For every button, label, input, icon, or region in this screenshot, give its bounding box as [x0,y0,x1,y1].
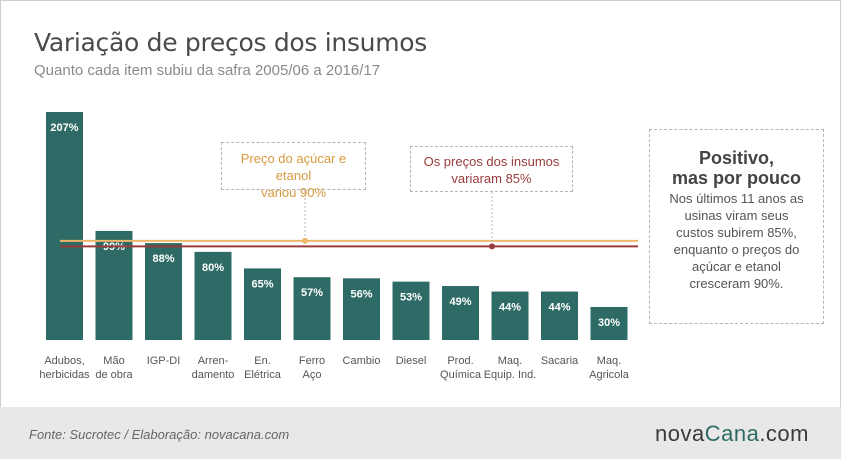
category-label-3-0: Arren- [198,355,229,367]
bar-value-label-7: 53% [400,292,422,304]
category-label-11-0: Maq. [597,355,621,367]
bar-7 [392,281,430,340]
bar-value-label-4: 65% [251,278,273,290]
side-heading-line-1: Positivo, [698,148,774,168]
category-label-5-1: Aço [303,369,322,381]
bar-value-label-11: 30% [598,317,620,329]
chart-subtitle: Quanto cada item subiu da safra 2005/06 … [34,62,381,79]
bar-1 [95,230,133,340]
category-label-4-0: En. [254,355,271,367]
side-body-line-3: custos subirem 85%, [676,225,797,240]
inputs-callout: Os preços dos insumos variaram 85% [410,146,573,192]
category-label-8-0: Prod. [447,355,473,367]
category-label-0-1: herbicidas [39,369,90,381]
reference-marker-1 [489,243,495,250]
novacana-logo: novaCana.com [655,421,809,447]
category-label-11-1: Agricola [589,369,630,381]
inputs-callout-line-2: variaram 85% [451,171,532,186]
bar-8 [442,286,479,340]
inputs-callout-line-1: Os preços dos insumos [423,154,560,169]
bar-value-label-9: 44% [499,302,521,314]
category-label-4-1: Elétrica [244,369,282,381]
side-body-line-1: Nos últimos 11 anos as [669,191,804,206]
footer-bar: Fonte: Sucrotec / Elaboração: novacana.c… [0,407,841,459]
side-body-line-2: usinas viram seus [684,208,789,223]
bar-11 [590,306,628,340]
side-note-body: Nos últimos 11 anos as usinas viram seus… [650,190,823,292]
category-label-7-0: Diesel [396,355,427,367]
category-label-10-0: Sacaria [541,355,579,367]
category-label-8-1: Química [440,369,482,381]
category-label-9-1: Equip. Ind. [484,369,537,381]
chart-title: Variação de preços dos insumos [34,28,427,57]
bar-value-label-3: 80% [202,262,224,274]
sugar-ethanol-callout: Preço do açúcar e etanol variou 90% [221,142,366,200]
bar-value-label-6: 56% [350,288,372,300]
bar-0 [46,112,83,340]
side-body-line-4: enquanto o preços do [673,242,800,257]
bar-2 [145,243,182,340]
bar-value-label-10: 44% [548,302,570,314]
category-label-5-0: Ferro [299,355,325,367]
source-note: Fonte: Sucrotec / Elaboração: novacana.c… [29,427,290,442]
category-label-1-0: Mão [103,355,124,367]
category-label-0-0: Adubos, [44,355,84,367]
sugar-callout-line-1: Preço do açúcar e etanol [240,151,347,183]
side-body-line-5: açúcar e etanol [692,259,781,274]
reference-marker-0 [302,237,308,244]
bar-value-label-2: 88% [152,253,174,265]
bar-value-label-5: 57% [301,287,323,299]
category-label-1-1: de obra [95,369,133,381]
category-label-2-0: IGP-DI [147,355,181,367]
logo-nova: nova [655,421,705,446]
side-note-heading: Positivo, mas por pouco [650,148,823,188]
side-heading-line-2: mas por pouco [671,168,801,188]
category-label-9-0: Maq. [498,355,522,367]
bar-5 [293,277,331,340]
bar-value-label-0: 207% [50,122,78,134]
bar-value-label-8: 49% [449,296,471,308]
category-label-6-0: Cambio [343,355,381,367]
bar-4 [244,268,281,340]
logo-com: .com [759,421,809,446]
bar-10 [541,291,578,340]
sugar-callout-line-2: variou 90% [260,185,327,200]
category-label-3-1: damento [192,369,235,381]
bar-6 [343,278,380,340]
logo-cana: Cana [704,421,760,446]
bar-3 [194,251,232,340]
side-note-box: Positivo, mas por pouco Nos últimos 11 a… [649,129,824,324]
bar-9 [491,291,529,340]
side-body-line-6: cresceram 90%. [689,276,784,291]
